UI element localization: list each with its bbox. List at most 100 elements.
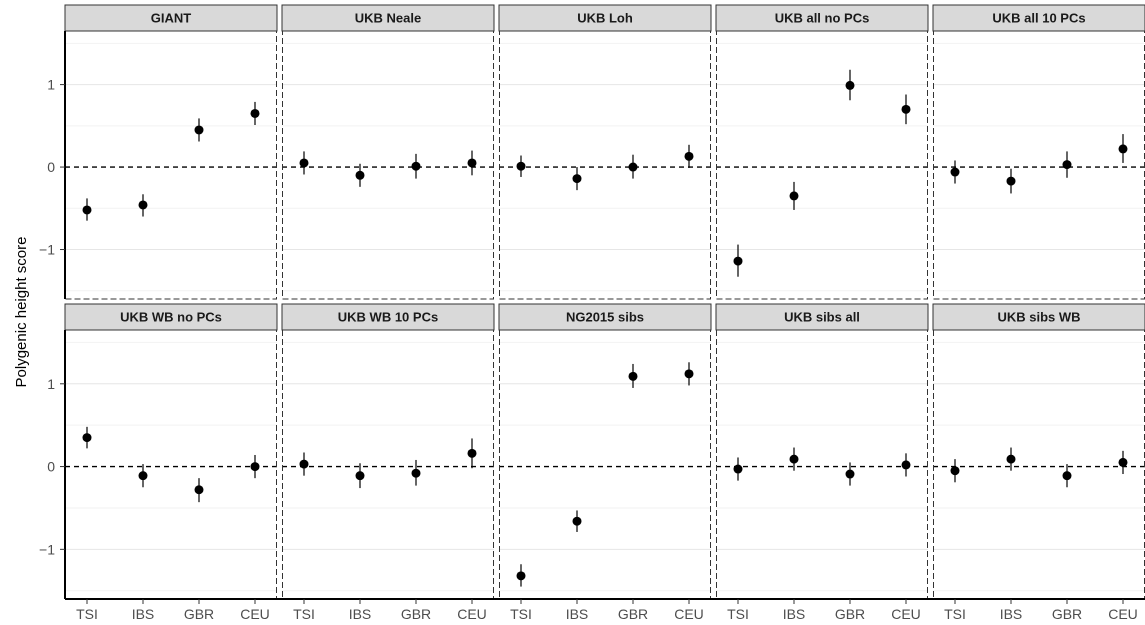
strip-giant	[64, 4, 278, 32]
point-tsi	[733, 464, 743, 474]
point-gbr	[411, 161, 421, 171]
point-ceu	[901, 460, 911, 470]
strip-title: NG2015 sibs	[566, 310, 644, 325]
panel-ukb-all-no-pcs: UKB all no PCs	[715, 4, 929, 300]
point-gbr	[845, 469, 855, 479]
strip-title: UKB WB no PCs	[120, 310, 222, 325]
y-tick-label: 0	[47, 459, 55, 475]
panel-ukb-all-10-pcs: UKB all 10 PCs	[932, 4, 1145, 300]
strip-title: UKB all 10 PCs	[992, 11, 1085, 26]
point-ibs	[138, 200, 148, 210]
point-tsi	[516, 161, 526, 171]
x-tick-label: IBS	[566, 606, 589, 622]
x-tick-label: CEU	[1108, 606, 1138, 622]
strip-ukb-sibs-all	[715, 303, 929, 331]
y-tick-label: −1	[39, 242, 55, 258]
panel-ukb-sibs-wb: UKB sibs WB	[932, 303, 1145, 600]
point-ceu	[250, 462, 260, 472]
panel-border	[716, 30, 928, 300]
point-tsi	[299, 158, 309, 168]
point-tsi	[950, 167, 960, 177]
point-ceu	[1118, 144, 1128, 154]
strip-title: UKB all no PCs	[775, 11, 870, 26]
y-tick-label: 0	[47, 159, 55, 175]
x-tick-label: CEU	[674, 606, 704, 622]
point-ceu	[684, 369, 694, 379]
x-tick-label: CEU	[457, 606, 487, 622]
point-ceu	[467, 158, 477, 168]
x-tick-label: CEU	[240, 606, 270, 622]
point-ceu	[250, 108, 260, 118]
point-tsi	[733, 256, 743, 266]
panel-ukb-neale: UKB Neale	[281, 4, 495, 300]
x-tick-label: IBS	[783, 606, 806, 622]
point-ibs	[572, 516, 582, 526]
strip-title: GIANT	[151, 11, 192, 26]
point-ceu	[467, 448, 477, 458]
panel-ukb-loh: UKB Loh	[498, 4, 712, 300]
point-gbr	[845, 80, 855, 90]
strip-title: UKB Loh	[577, 11, 633, 26]
panel-border	[282, 329, 494, 600]
strip-title: UKB sibs WB	[997, 310, 1080, 325]
point-ceu	[901, 104, 911, 114]
x-tick-label: TSI	[76, 606, 98, 622]
point-ibs	[138, 471, 148, 481]
panel-border	[65, 30, 277, 300]
x-tick-label: GBR	[618, 606, 648, 622]
strip-title: UKB sibs all	[784, 310, 860, 325]
panel-border	[933, 329, 1145, 600]
y-tick-label: −1	[39, 541, 55, 557]
x-tick-label: GBR	[1052, 606, 1082, 622]
point-gbr	[628, 371, 638, 381]
point-ibs	[1006, 454, 1016, 464]
strip-ukb-all-no-pcs	[715, 4, 929, 32]
point-gbr	[194, 125, 204, 135]
strip-title: UKB Neale	[355, 11, 421, 26]
panel-ukb-wb-10-pcs: UKB WB 10 PCs	[281, 303, 495, 600]
y-tick-label: 1	[47, 77, 55, 93]
panel-border	[499, 329, 711, 600]
point-gbr	[411, 468, 421, 478]
panel-ukb-wb-no-pcs: UKB WB no PCs	[64, 303, 278, 600]
point-gbr	[1062, 160, 1072, 170]
x-tick-label: TSI	[727, 606, 749, 622]
point-tsi	[950, 466, 960, 476]
point-gbr	[628, 162, 638, 172]
panel-border	[65, 329, 277, 600]
panel-border	[499, 30, 711, 300]
panel-ng2015-sibs: NG2015 sibs	[498, 303, 712, 600]
panel-border	[933, 30, 1145, 300]
x-tick-label: GBR	[401, 606, 431, 622]
point-ibs	[355, 170, 365, 180]
point-tsi	[299, 459, 309, 469]
x-tick-label: TSI	[944, 606, 966, 622]
point-tsi	[516, 571, 526, 581]
point-tsi	[82, 433, 92, 443]
panel-border	[282, 30, 494, 300]
x-tick-label: CEU	[891, 606, 921, 622]
strip-ukb-neale	[281, 4, 495, 32]
strip-ng2015-sibs	[498, 303, 712, 331]
y-axis-title: Polygenic height score	[13, 237, 30, 388]
x-tick-label: TSI	[510, 606, 532, 622]
strip-ukb-wb-no-pcs	[64, 303, 278, 331]
x-tick-label: GBR	[184, 606, 214, 622]
x-tick-label: GBR	[835, 606, 865, 622]
point-ibs	[572, 174, 582, 184]
strip-ukb-loh	[498, 4, 712, 32]
point-ibs	[355, 471, 365, 481]
point-tsi	[82, 205, 92, 215]
point-ibs	[789, 191, 799, 201]
x-tick-label: IBS	[132, 606, 155, 622]
strip-title: UKB WB 10 PCs	[338, 310, 438, 325]
y-tick-label: 1	[47, 376, 55, 392]
x-tick-label: TSI	[293, 606, 315, 622]
strip-ukb-all-10-pcs	[932, 4, 1145, 32]
point-ibs	[789, 454, 799, 464]
x-tick-label: IBS	[1000, 606, 1023, 622]
panel-border	[716, 329, 928, 600]
point-ceu	[1118, 457, 1128, 467]
panel-giant: GIANT	[64, 4, 278, 300]
